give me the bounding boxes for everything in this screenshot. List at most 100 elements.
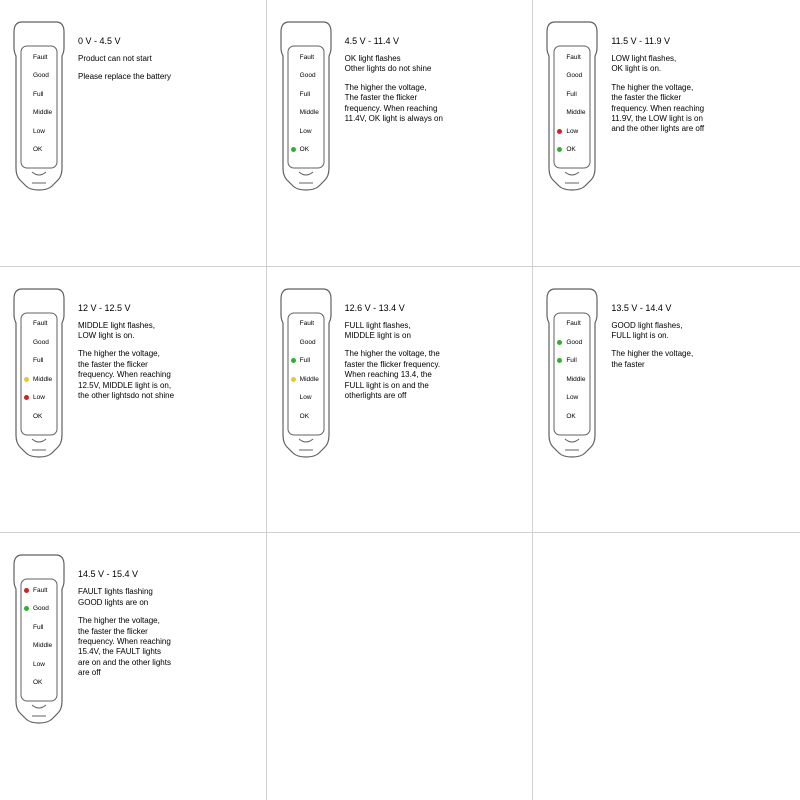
led-row: Fault (549, 52, 599, 62)
led-indicator (24, 643, 29, 648)
led-indicator (557, 110, 562, 115)
led-row: Middle (16, 374, 66, 384)
led-indicator (24, 680, 29, 685)
led-indicator (557, 358, 562, 363)
led-label: OK (33, 413, 42, 420)
led-indicator (24, 73, 29, 78)
led-row: Middle (283, 374, 333, 384)
summary-text: OK light flashesOther lights do not shin… (345, 54, 521, 75)
led-indicator (557, 73, 562, 78)
summary-text: FAULT lights flashingGOOD lights are on (78, 587, 254, 608)
state-cell: FaultGoodFullMiddleLowOK12.6 V - 13.4 VF… (267, 267, 534, 534)
led-label: Full (566, 357, 576, 364)
led-row: Fault (283, 319, 333, 329)
led-row: Low (16, 659, 66, 669)
led-row: Fault (16, 585, 66, 595)
led-label: Full (33, 624, 43, 631)
detail-text: The higher the voltage,the faster the fl… (78, 616, 254, 678)
led-row: OK (549, 145, 599, 155)
led-row: OK (16, 145, 66, 155)
led-indicator (24, 625, 29, 630)
led-row: Low (549, 126, 599, 136)
led-label: Good (33, 72, 49, 79)
led-row: Full (283, 356, 333, 366)
led-indicator (291, 110, 296, 115)
led-label: Fault (566, 320, 580, 327)
led-label: Good (33, 605, 49, 612)
led-row: Middle (16, 108, 66, 118)
led-label: Good (33, 339, 49, 346)
summary-text: GOOD light flashes,FULL light is on. (611, 321, 788, 342)
state-cell: FaultGoodFullMiddleLowOK12 V - 12.5 VMID… (0, 267, 267, 534)
led-indicator (557, 92, 562, 97)
led-indicator (24, 606, 29, 611)
led-indicator (291, 147, 296, 152)
led-label: Fault (33, 587, 47, 594)
led-row: Full (549, 89, 599, 99)
led-row: Good (283, 71, 333, 81)
summary-text: LOW light flashes,OK light is on. (611, 54, 788, 75)
description-column: 0 V - 4.5 VProduct can not startPlease r… (78, 20, 254, 246)
led-label: Fault (300, 54, 314, 61)
led-label: OK (33, 679, 42, 686)
led-indicator (24, 414, 29, 419)
voltage-range-title: 14.5 V - 15.4 V (78, 569, 254, 579)
device-diagram: FaultGoodFullMiddleLowOK (12, 553, 66, 725)
led-label: Good (566, 339, 582, 346)
led-row: Good (16, 604, 66, 614)
voltage-range-title: 12.6 V - 13.4 V (345, 303, 521, 313)
led-label: Fault (33, 320, 47, 327)
led-indicator (557, 414, 562, 419)
led-label: Fault (300, 320, 314, 327)
description-column: 13.5 V - 14.4 VGOOD light flashes,FULL l… (611, 287, 788, 513)
led-row: Low (283, 393, 333, 403)
device-diagram: FaultGoodFullMiddleLowOK (12, 20, 66, 192)
led-indicator (291, 377, 296, 382)
led-label: Full (566, 91, 576, 98)
led-indicator (291, 129, 296, 134)
led-indicator (24, 147, 29, 152)
led-label: OK (300, 413, 309, 420)
state-cell: FaultGoodFullMiddleLowOK13.5 V - 14.4 VG… (533, 267, 800, 534)
summary-text: Product can not start (78, 54, 254, 64)
led-indicator (291, 73, 296, 78)
led-indicator (24, 129, 29, 134)
led-row: Middle (549, 108, 599, 118)
led-label: Middle (300, 109, 319, 116)
led-label: Full (33, 357, 43, 364)
led-row: OK (549, 411, 599, 421)
led-indicator (291, 321, 296, 326)
led-label: Middle (566, 376, 585, 383)
led-label: Full (300, 357, 310, 364)
led-row: Fault (16, 319, 66, 329)
led-indicator (557, 321, 562, 326)
led-label: Good (566, 72, 582, 79)
device-diagram: FaultGoodFullMiddleLowOK (545, 287, 599, 459)
detail-text: The higher the voltage,the faster the fl… (78, 349, 254, 401)
led-label: Full (300, 91, 310, 98)
state-cell (267, 533, 534, 800)
detail-text: The higher the voltage, thefaster the fl… (345, 349, 521, 401)
led-row: Good (16, 71, 66, 81)
led-label: Full (33, 91, 43, 98)
led-row: Full (16, 89, 66, 99)
detail-text: The higher the voltage,the faster (611, 349, 788, 370)
state-cell: FaultGoodFullMiddleLowOK4.5 V - 11.4 VOK… (267, 0, 534, 267)
led-indicator (291, 395, 296, 400)
led-label: Low (300, 394, 312, 401)
led-indicator (24, 395, 29, 400)
led-label: Middle (33, 109, 52, 116)
led-row: Good (549, 337, 599, 347)
led-indicator (24, 321, 29, 326)
detail-text: The higher the voltage,The faster the fl… (345, 83, 521, 125)
detail-text: The higher the voltage,the faster the fl… (611, 83, 788, 135)
led-row: Middle (283, 108, 333, 118)
led-indicator (24, 377, 29, 382)
led-row: Low (283, 126, 333, 136)
summary-text: FULL light flashes,MIDDLE light is on (345, 321, 521, 342)
led-label: Middle (566, 109, 585, 116)
led-label: Low (33, 128, 45, 135)
led-label: Middle (33, 376, 52, 383)
led-label: OK (33, 146, 42, 153)
led-row: Full (283, 89, 333, 99)
